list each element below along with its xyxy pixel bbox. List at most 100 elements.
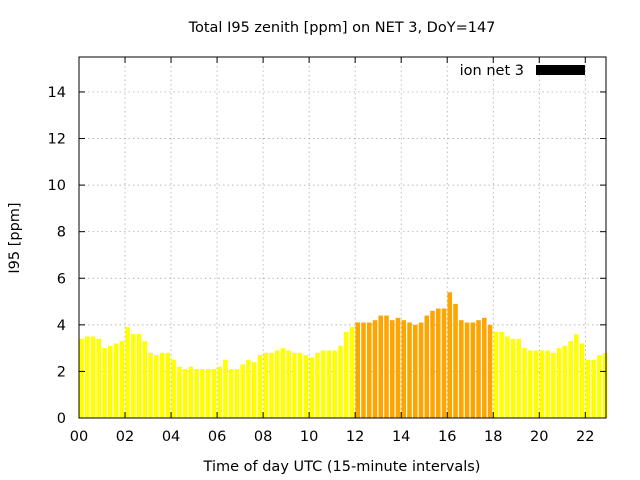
bar <box>223 359 228 418</box>
bar <box>424 315 430 418</box>
bar <box>159 352 165 418</box>
bar <box>194 369 199 418</box>
bar <box>119 341 125 418</box>
x-tick-label: 10 <box>300 429 318 445</box>
bar <box>470 322 476 418</box>
bar <box>349 327 355 418</box>
bar <box>378 315 384 418</box>
bar <box>171 359 176 418</box>
x-ticks: 00 02 04 06 08 10 12 14 16 18 20 22 <box>70 57 595 445</box>
grid <box>79 57 606 418</box>
x-tick-label: 14 <box>392 429 410 445</box>
bar <box>200 369 205 418</box>
bar <box>269 352 274 418</box>
x-tick-label: 00 <box>70 429 88 445</box>
y-tick-label: 6 <box>57 271 66 287</box>
bar <box>447 292 453 418</box>
bar <box>395 317 401 418</box>
x-tick-label: 18 <box>484 429 502 445</box>
bar <box>453 303 458 418</box>
bar <box>234 369 240 418</box>
bar <box>499 331 504 418</box>
bar <box>551 352 556 418</box>
bar <box>108 345 113 418</box>
bar <box>154 355 159 418</box>
bar <box>487 324 493 418</box>
bar <box>482 317 487 418</box>
bar <box>251 362 257 418</box>
bar <box>246 359 251 418</box>
bar <box>142 341 148 418</box>
legend-swatch <box>536 65 585 75</box>
bar <box>459 320 464 418</box>
bar <box>522 348 527 418</box>
bar <box>131 334 136 418</box>
bar <box>568 341 573 418</box>
bar <box>274 350 280 418</box>
bar <box>309 357 314 418</box>
bar <box>585 359 591 418</box>
legend: ion net 3 <box>460 63 585 79</box>
bar <box>125 327 130 418</box>
bar <box>292 352 297 418</box>
bar <box>188 366 194 418</box>
bar <box>286 350 291 418</box>
plot-frame <box>78 56 607 419</box>
bar <box>510 338 516 418</box>
bar <box>418 322 424 418</box>
bar <box>343 331 349 418</box>
bar <box>96 338 102 418</box>
bar <box>545 350 550 418</box>
bar <box>361 322 366 418</box>
bar <box>217 366 222 418</box>
bar <box>579 343 585 418</box>
bar <box>505 336 510 418</box>
bar <box>90 336 96 418</box>
x-tick-label: 20 <box>530 429 548 445</box>
y-ticks: 0 2 4 6 8 10 12 14 <box>48 85 606 427</box>
bar <box>355 322 361 418</box>
x-tick-label: 04 <box>162 429 180 445</box>
y-tick-label: 10 <box>48 178 66 194</box>
bar <box>136 334 142 418</box>
bar <box>412 324 418 418</box>
bar <box>280 348 286 418</box>
bar <box>602 352 608 418</box>
bar <box>326 350 332 418</box>
y-tick-label: 0 <box>57 411 66 427</box>
bar <box>263 352 268 418</box>
x-tick-label: 16 <box>438 429 456 445</box>
bar <box>384 315 389 418</box>
x-axis-label: Time of day UTC (15-minute intervals) <box>203 459 481 475</box>
x-tick-label: 12 <box>346 429 364 445</box>
bar <box>464 322 470 418</box>
x-tick-label: 02 <box>116 429 134 445</box>
bar <box>401 320 407 418</box>
bars <box>79 292 608 418</box>
bar <box>430 310 435 418</box>
bar <box>182 369 188 418</box>
bar <box>366 322 372 418</box>
bar <box>320 350 326 418</box>
bar <box>165 352 171 418</box>
bar <box>257 355 263 418</box>
bar <box>493 331 499 418</box>
bar <box>556 348 562 418</box>
bar <box>205 369 211 418</box>
chart-title: Total I95 zenith [ppm] on NET 3, DoY=147 <box>188 20 496 36</box>
bar <box>407 322 412 418</box>
bar <box>303 355 309 418</box>
legend-label: ion net 3 <box>460 63 524 79</box>
bar <box>516 338 522 418</box>
bar <box>476 320 481 418</box>
bar <box>562 345 568 418</box>
bar <box>177 366 182 418</box>
bar <box>240 364 245 418</box>
x-tick-label: 06 <box>208 429 226 445</box>
bar <box>539 350 545 418</box>
bar <box>102 348 107 418</box>
bar <box>113 343 119 418</box>
bar <box>591 359 596 418</box>
bar <box>148 352 153 418</box>
